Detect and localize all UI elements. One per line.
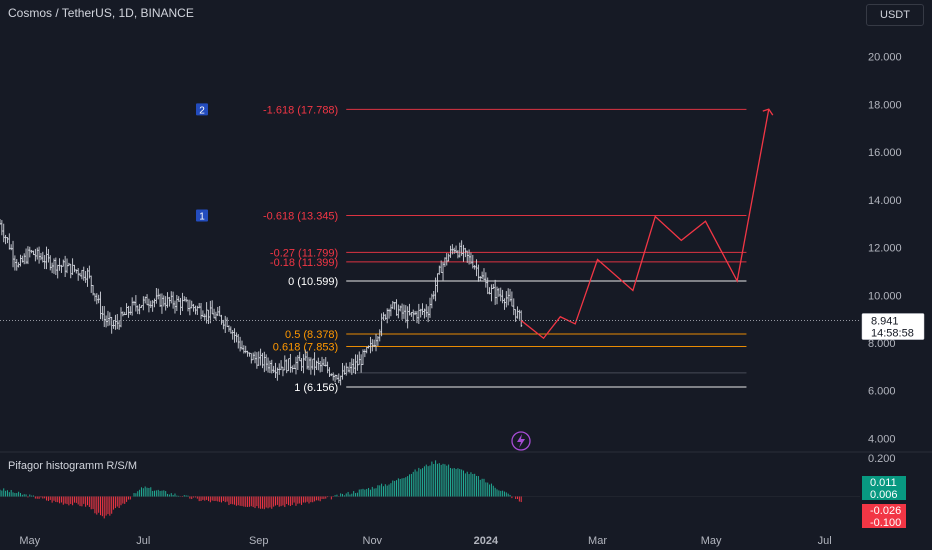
fib-marker-label: 1 [199, 211, 205, 222]
projection-path [520, 109, 770, 340]
time-axis-label: Sep [249, 535, 269, 547]
fib-level-label: -0.18 (11.399) [270, 257, 338, 269]
price-axis-tick: 20.000 [868, 52, 902, 64]
indicator-value-badge [862, 488, 906, 500]
price-axis-tick: 4.000 [868, 433, 896, 445]
time-axis-label: 2024 [474, 535, 499, 547]
lightning-icon [511, 431, 531, 451]
indicator-value-label: 0.011 [870, 477, 897, 489]
fib-level-label: -1.618 (17.788) [263, 104, 338, 116]
price-axis-tick: 18.000 [868, 99, 902, 111]
time-axis-label: May [19, 535, 40, 547]
indicator-title[interactable]: Pifagor histogramm R/S/M [8, 460, 137, 472]
price-axis-tick: 16.000 [868, 147, 902, 159]
price-axis-tick: 6.000 [868, 386, 896, 398]
lightning-bolt-icon [517, 434, 525, 448]
price-axis-tick: 10.000 [868, 290, 902, 302]
symbol-title[interactable]: Cosmos / TetherUS, 1D, BINANCE [8, 6, 194, 20]
indicator-value-label: -0.026 [870, 505, 901, 517]
projection-arrowhead [762, 108, 774, 116]
fib-marker [196, 103, 208, 116]
fib-level-label: 0.5 (8.378) [285, 329, 338, 341]
indicator-value-label: -0.100 [870, 517, 901, 529]
fib-level-label: 0.618 (7.853) [273, 342, 338, 354]
fib-marker [196, 209, 208, 222]
indicator-axis-tick: 0.200 [868, 453, 896, 465]
last-price-value: 8.941 [871, 316, 899, 328]
indicator-value-badge [862, 516, 906, 528]
time-axis-label: Nov [363, 535, 383, 547]
time-axis-label: Jul [818, 535, 832, 547]
indicator-value-badge [862, 476, 906, 488]
indicator-value-badge [862, 504, 906, 516]
fib-level-label: -0.618 (13.345) [263, 210, 338, 222]
price-axis-tick: 12.000 [868, 243, 902, 255]
time-axis-label: Jul [136, 535, 150, 547]
last-price-countdown: 14:58:58 [871, 328, 914, 340]
time-axis-label: Mar [588, 535, 607, 547]
price-axis-tick: 14.000 [868, 195, 902, 207]
indicator-value-label: 0.006 [870, 489, 898, 501]
fib-level-label: 0 (10.599) [288, 276, 338, 288]
currency-button[interactable]: USDT [866, 4, 924, 26]
price-axis-tick: 8.000 [868, 338, 896, 350]
time-axis-label: May [701, 535, 722, 547]
last-price-label [861, 313, 925, 340]
fib-level-label: 1 (6.156) [294, 382, 338, 394]
fib-marker-label: 2 [199, 105, 205, 116]
fib-level-label: -0.27 (11.799) [270, 247, 338, 259]
